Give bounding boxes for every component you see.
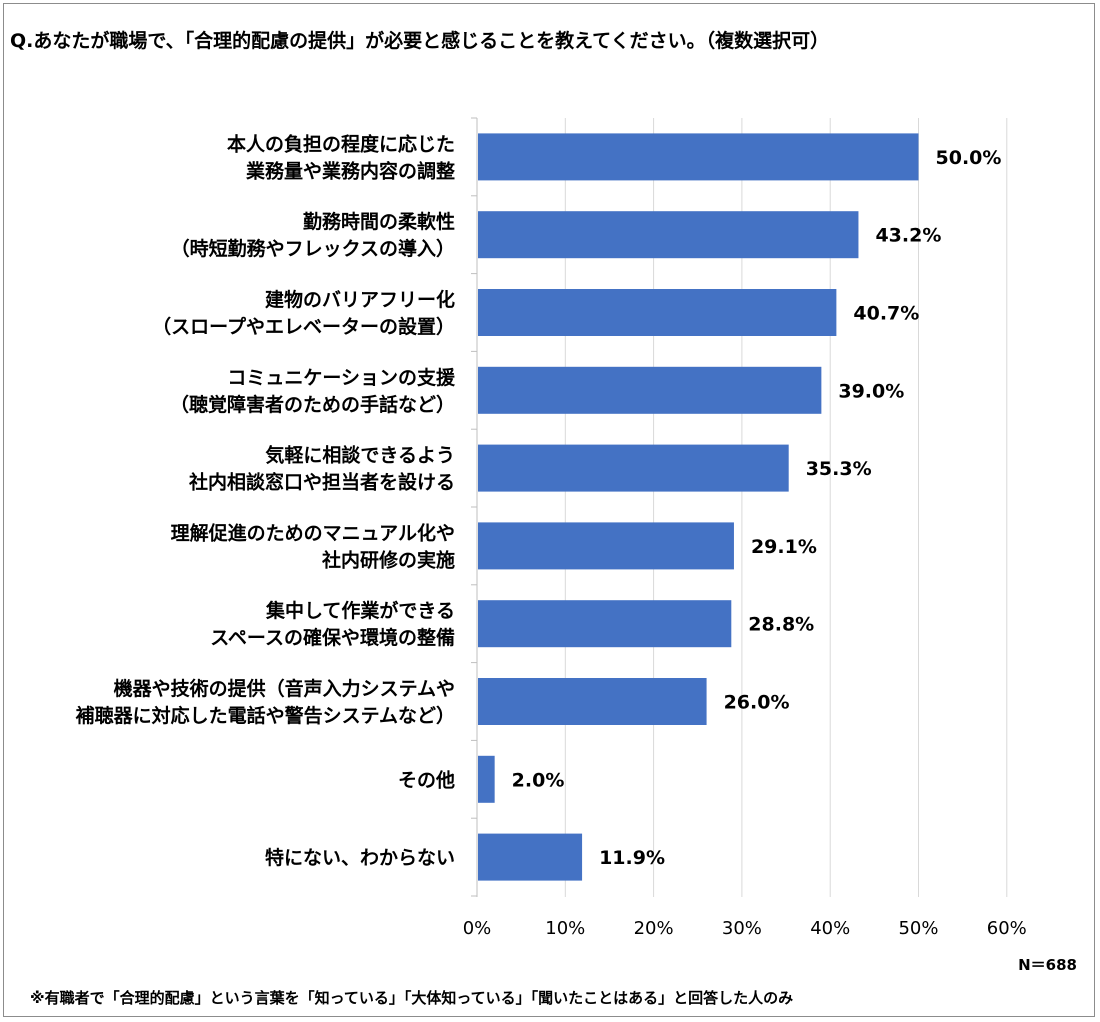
- x-tick-label: 60%: [987, 918, 1027, 939]
- category-label: その他: [398, 768, 455, 791]
- bars: [478, 133, 919, 881]
- data-label: 50.0%: [936, 147, 1002, 169]
- x-tick-label: 40%: [810, 918, 850, 939]
- category-label: スペースの確保や環境の整備: [210, 626, 455, 649]
- data-label: 39.0%: [838, 380, 904, 402]
- category-label: 建物のバリアフリー化: [265, 288, 455, 311]
- category-label: 補聴器に対応した電話や警告システムなど）: [75, 704, 455, 727]
- bar: [478, 755, 495, 803]
- category-label: コミュニケーションの支援: [227, 366, 456, 389]
- data-labels: 50.0% 43.2% 40.7% 39.0% 35.3% 29.1% 28.8% 26.0%…: [512, 147, 1002, 869]
- data-label: 11.9%: [599, 847, 665, 869]
- data-label: 28.8%: [748, 614, 814, 636]
- bar: [478, 366, 822, 414]
- data-label: 35.3%: [806, 458, 872, 480]
- bar: [478, 600, 732, 648]
- x-tick-label: 0%: [463, 918, 492, 939]
- category-label: 勤務時間の柔軟性: [303, 210, 455, 233]
- bar: [478, 289, 837, 336]
- bar: [478, 833, 583, 881]
- bar: [478, 211, 859, 259]
- data-label: 2.0%: [512, 769, 565, 791]
- bar: [478, 444, 789, 492]
- x-axis-ticks: 0% 10% 20% 30% 40% 50% 60%: [463, 918, 1027, 939]
- bar: [478, 133, 919, 181]
- data-label: 43.2%: [875, 225, 941, 247]
- data-label: 40.7%: [853, 303, 919, 325]
- category-label: 社内研修の実施: [321, 548, 455, 571]
- category-label: 機器や技術の提供（音声入力システムや: [114, 677, 455, 700]
- bar: [478, 678, 707, 725]
- bar: [478, 522, 734, 570]
- data-label: 26.0%: [724, 692, 790, 714]
- footnote: ※有職者で「合理的配慮」という言葉を「知っている」「大体知っている」「聞いたこと…: [30, 989, 794, 1007]
- category-label: （スロープやエレベーターの設置）: [152, 315, 455, 338]
- category-label: 業務量や業務内容の調整: [245, 159, 455, 182]
- category-label: 本人の負担の程度に応じた: [227, 132, 455, 155]
- sample-size: N＝688: [1018, 956, 1077, 974]
- category-label: 特にない、わからない: [265, 847, 455, 869]
- x-tick-label: 20%: [634, 918, 674, 939]
- x-tick-label: 30%: [722, 918, 762, 939]
- category-label: 社内相談窓口や担当者を設ける: [188, 471, 455, 494]
- x-tick-label: 50%: [898, 918, 938, 939]
- category-label: 気軽に相談できるよう: [265, 444, 455, 467]
- chart-question: Q.あなたが職場で、「合理的配慮の提供」が必要と感じることを教えてください。（複…: [10, 30, 830, 52]
- data-label: 29.1%: [751, 536, 817, 558]
- x-tick-label: 10%: [545, 918, 585, 939]
- category-label: （時短勤務やフレックスの導入）: [171, 237, 455, 260]
- category-label: 集中して作業ができる: [265, 599, 455, 622]
- category-label: 理解促進のためのマニュアル化や: [171, 521, 455, 544]
- category-label: （聴覚障害者のための手話など）: [170, 393, 455, 416]
